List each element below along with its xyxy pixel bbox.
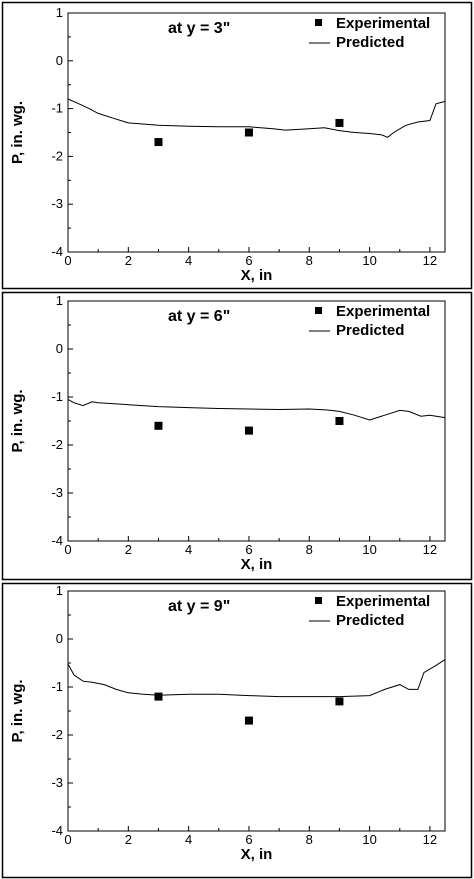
y-axis-label: P, in. wg. <box>9 101 26 164</box>
predicted-line <box>67 398 446 421</box>
legend-marker-experimental <box>315 19 322 26</box>
x-tick-label: 0 <box>64 253 71 268</box>
experimental-point <box>244 426 253 435</box>
x-tick-label: 6 <box>245 542 252 557</box>
x-axis-label: X, in <box>241 556 273 573</box>
x-tick-label: 0 <box>64 542 71 557</box>
panel-frame <box>1 582 473 879</box>
y-tick-label: 0 <box>56 53 63 68</box>
x-tick-label: 4 <box>185 542 192 557</box>
legend-label-predicted: Predicted <box>336 322 404 339</box>
legend-marker-experimental <box>315 597 322 604</box>
legend-label-predicted: Predicted <box>336 34 404 51</box>
experimental-point <box>335 417 344 425</box>
y-tick-label: -4 <box>51 823 63 838</box>
x-tick-label: 6 <box>245 253 252 268</box>
x-tick-label: 4 <box>185 832 192 847</box>
y-tick-label: -3 <box>51 775 63 790</box>
y-tick-label: 0 <box>56 631 63 646</box>
chart-title: at y = 9" <box>168 598 230 615</box>
y-tick-label: -4 <box>51 533 63 548</box>
experimental-point <box>154 421 163 430</box>
y-tick-label: 1 <box>56 5 63 20</box>
x-tick-label: 0 <box>64 832 71 847</box>
legend-marker-experimental <box>315 307 322 314</box>
experimental-point <box>335 697 344 706</box>
y-tick-label: 1 <box>56 293 63 308</box>
y-axis-label: P, in. wg. <box>9 389 26 452</box>
x-tick-label: 2 <box>125 542 132 557</box>
y-tick-label: -1 <box>51 389 63 404</box>
y-tick-label: 0 <box>56 341 63 356</box>
y-tick-label: 1 <box>56 583 63 598</box>
x-tick-label: 4 <box>185 253 192 268</box>
legend-label-experimental: Experimental <box>336 593 430 610</box>
experimental-point <box>154 138 163 147</box>
experimental-point <box>335 118 344 127</box>
y-tick-label: -3 <box>51 485 63 500</box>
x-tick-label: 8 <box>306 542 313 557</box>
x-tick-label: 12 <box>423 253 437 268</box>
panel-frame <box>1 291 473 581</box>
chart-title: at y = 6" <box>168 308 230 325</box>
legend-label-experimental: Experimental <box>336 303 430 320</box>
x-tick-label: 8 <box>306 832 313 847</box>
predicted-line <box>67 98 446 138</box>
experimental-point <box>244 716 253 725</box>
legend-label-experimental: Experimental <box>336 15 430 32</box>
x-tick-label: 10 <box>362 832 376 847</box>
x-tick-label: 12 <box>423 832 437 847</box>
chart-title: at y = 3" <box>168 20 230 37</box>
experimental-point <box>154 692 163 701</box>
y-tick-label: -2 <box>51 437 63 452</box>
x-tick-label: 10 <box>362 253 376 268</box>
x-tick-label: 2 <box>125 832 132 847</box>
legend-label-predicted: Predicted <box>336 612 404 629</box>
y-tick-label: -4 <box>51 244 63 259</box>
y-tick-label: -3 <box>51 196 63 211</box>
panel-frame <box>1 1 473 290</box>
x-tick-label: 12 <box>423 542 437 557</box>
x-tick-label: 2 <box>125 253 132 268</box>
x-tick-label: 10 <box>362 542 376 557</box>
y-tick-label: -2 <box>51 148 63 163</box>
y-axis-label: P, in. wg. <box>9 679 26 742</box>
experimental-point <box>244 128 253 137</box>
x-tick-label: 8 <box>306 253 313 268</box>
x-tick-label: 6 <box>245 832 252 847</box>
y-tick-label: -2 <box>51 727 63 742</box>
y-tick-label: -1 <box>51 679 63 694</box>
predicted-line <box>67 659 446 698</box>
y-tick-label: -1 <box>51 101 63 116</box>
x-axis-label: X, in <box>241 846 273 863</box>
x-axis-label: X, in <box>241 267 273 284</box>
